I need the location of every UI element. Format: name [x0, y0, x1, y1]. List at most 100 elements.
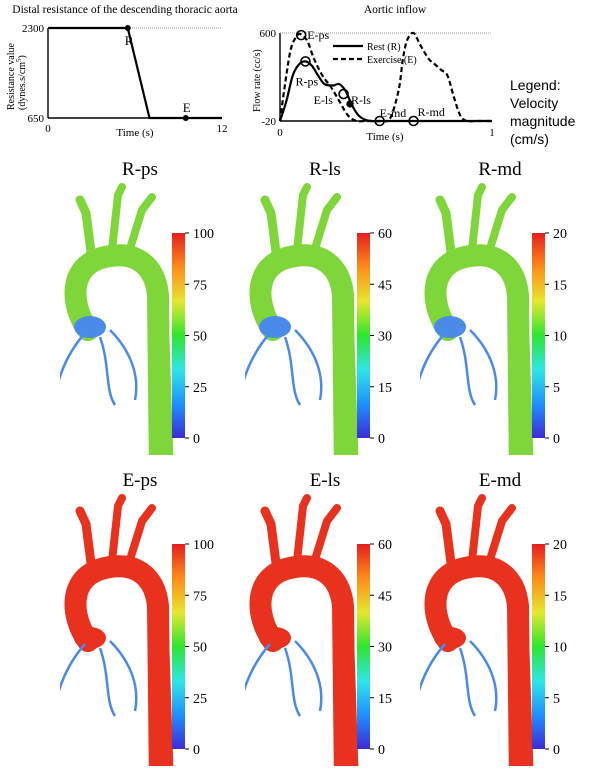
colorbar-tick: 20 [553, 227, 567, 242]
colorbar-tick: 75 [193, 589, 207, 604]
aortic-arch [249, 555, 356, 766]
resistance-ytick-bottom: 650 [28, 113, 45, 125]
resistance-marker-label-R: R [125, 33, 134, 48]
coronary-branch-mid [98, 336, 117, 406]
panel-r-ls: R-ls 60 45 30 15 0 [245, 155, 430, 455]
resistance-ylabel: Resistance value [6, 43, 17, 110]
colorbar [357, 233, 370, 438]
resistance-chart-title: Distal resistance of the descending thor… [12, 4, 237, 16]
resistance-marker-E [182, 115, 189, 121]
colorbar-tick: 15 [553, 589, 567, 604]
inflow-ytick-top: 600 [260, 28, 277, 40]
aortic-root [74, 316, 106, 338]
carotid-artery [108, 494, 126, 565]
carotid-artery [293, 183, 311, 254]
panel-title: E-ls [309, 470, 341, 491]
resistance-marker-R [124, 25, 131, 31]
brachiocephalic-artery [435, 195, 457, 265]
inflow-legend-exercise: Exercise (E) [367, 55, 417, 66]
panel-title: R-ls [309, 159, 341, 180]
inflow-marker-label-E-md: E-md [380, 106, 407, 120]
colorbar-tick: 0 [553, 432, 560, 447]
coronary-branch-left [420, 332, 446, 381]
coronary-branch-right [109, 640, 138, 712]
descending-aorta [508, 294, 534, 455]
inflow-legend: Rest (R) Exercise (E) [333, 42, 417, 66]
colorbar-tick: 30 [378, 641, 392, 656]
colorbar-tick: 45 [378, 278, 392, 293]
colorbar-tick: 60 [378, 227, 392, 242]
panel-e-ls: E-ls 60 45 30 15 0 [245, 466, 430, 766]
coronary-branch-left [420, 643, 446, 692]
descending-aorta [148, 294, 174, 455]
aortic-arch [424, 555, 531, 766]
coronary-branch-right [469, 640, 498, 712]
resistance-axes [47, 27, 222, 119]
colorbar-tick: 15 [378, 692, 392, 707]
coronary-branch-mid [283, 336, 302, 406]
coronary-branch-left [245, 643, 271, 692]
panel-title: R-md [478, 159, 522, 180]
resistance-series-line [48, 26, 222, 120]
carotid-artery [468, 494, 486, 565]
panel-title: R-ps [122, 159, 158, 180]
coronary-branch-right [294, 329, 323, 401]
inflow-marker-E-ps [295, 29, 307, 41]
aortic-root [259, 627, 291, 649]
colorbar-tick: 60 [378, 538, 392, 553]
inflow-marker-label-R-ls: R-ls [351, 93, 371, 107]
colorbar-tick: 50 [193, 330, 207, 345]
colorbar-tick: 0 [193, 743, 200, 758]
aortic-arch [424, 244, 531, 455]
carotid-artery [293, 494, 311, 565]
resistance-ytick-top: 2300 [22, 23, 45, 35]
coronary-branch-mid [458, 336, 477, 406]
subclavian-artery [309, 193, 341, 259]
colorbar-tick: 0 [378, 432, 385, 447]
inflow-marker-R-ls [346, 100, 354, 108]
coronary-branch-left [60, 643, 86, 692]
colorbar-tick: 0 [553, 743, 560, 758]
colorbar-tick: 100 [193, 538, 214, 553]
colorbar-tick: 30 [378, 330, 392, 345]
coronary-branch-left [245, 332, 271, 381]
carotid-artery [468, 183, 486, 254]
inflow-chart-title: Aortic inflow [364, 4, 427, 16]
colorbar-tick: 5 [553, 381, 560, 396]
brachiocephalic-artery [75, 195, 97, 265]
inflow-chart: Aortic inflow 600 -20 0 1 Time (s) Flow … [252, 4, 495, 143]
descending-aorta [148, 605, 174, 766]
aorta-model [245, 183, 359, 455]
aortic-arch [64, 555, 171, 766]
panel-title: E-md [478, 470, 522, 491]
legend-note-line-2: Velocity [510, 95, 559, 111]
inflow-marker-label-R-md: R-md [418, 105, 445, 119]
aorta-model [245, 494, 359, 766]
colorbar-tick: 10 [553, 641, 567, 656]
colorbar-tick: 10 [553, 330, 567, 345]
brachiocephalic-artery [260, 506, 282, 576]
aortic-root [434, 627, 466, 649]
panel-e-ps: E-ps 100 75 50 25 0 [60, 466, 245, 766]
resistance-xtick-right: 12 [217, 123, 228, 135]
colorbar-tick: 20 [553, 538, 567, 553]
panel-e-md: E-md 20 15 10 5 0 [420, 466, 605, 766]
aorta-model [60, 494, 174, 766]
inflow-series-rest [278, 60, 492, 123]
colorbar-tick: 15 [553, 278, 567, 293]
aorta-model [60, 183, 174, 455]
panel-title: E-ps [122, 470, 158, 491]
carotid-artery [108, 183, 126, 254]
panel-r-md: R-md 20 15 10 5 0 [420, 155, 605, 455]
resistance-xtick-left: 0 [45, 123, 51, 135]
coronary-branch-mid [98, 647, 117, 717]
descending-aorta [333, 605, 359, 766]
coronary-branch-right [109, 329, 138, 401]
resistance-marker-label-E: E [183, 100, 191, 115]
resistance-ylabel-unit: (dynes.s/cm5) [15, 55, 28, 110]
coronary-branch-right [294, 640, 323, 712]
panel-r-ps: R-ps 100 75 50 25 0 [60, 155, 245, 455]
descending-aorta [508, 605, 534, 766]
legend-note-line-1: Legend: [510, 77, 561, 93]
inflow-marker-label-E-ls: E-ls [314, 93, 334, 107]
